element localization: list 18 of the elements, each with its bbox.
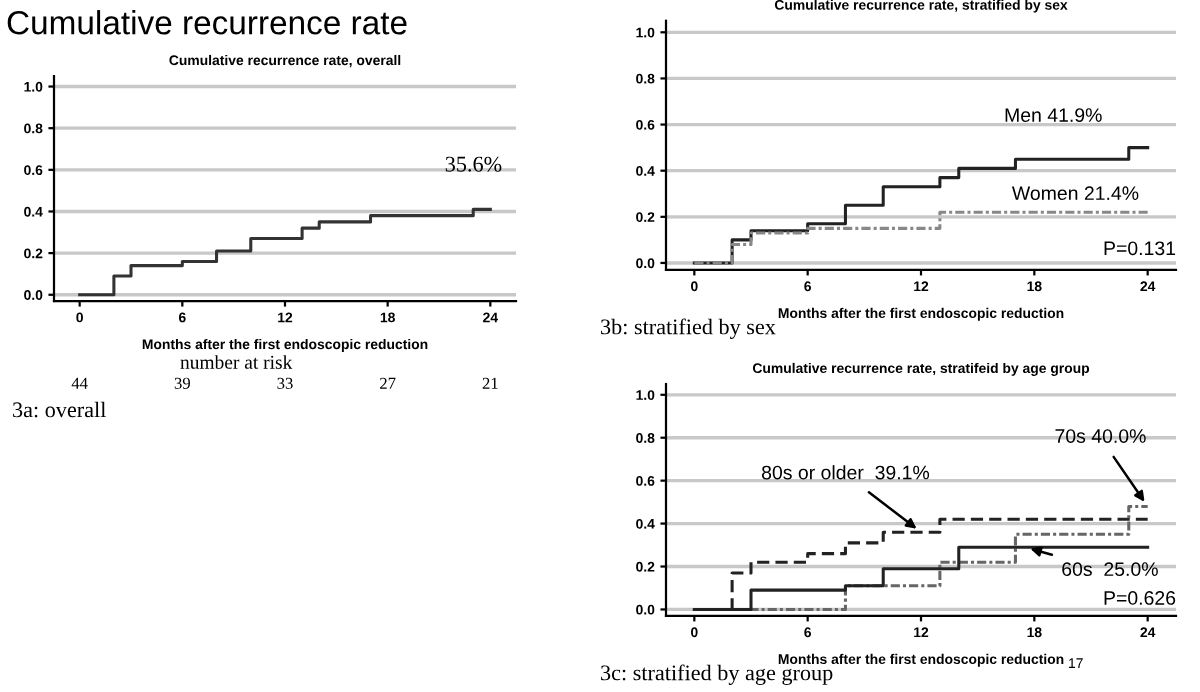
- annotation: 80s or older 39.1%: [761, 465, 930, 480]
- text: Cumulative recurrence rate: [7, 10, 407, 35]
- text: 33: [277, 377, 293, 389]
- text: 21: [482, 377, 498, 389]
- annotation: P=0.626: [1104, 591, 1176, 605]
- annotation: Men 41.9%: [1005, 108, 1102, 122]
- annotation: Women 21.4%: [1011, 186, 1139, 201]
- text: 3c: stratified by age group: [601, 664, 833, 685]
- annotation: 70s 40.0%: [1055, 429, 1146, 443]
- text: 3b: stratified by sex: [601, 318, 776, 339]
- text: 27: [380, 377, 396, 389]
- text: 39: [174, 377, 190, 389]
- text: number at risk: [180, 355, 293, 369]
- annotation: 35.6%: [445, 156, 502, 172]
- text: 44: [71, 377, 88, 389]
- annotation: P=0.131: [1104, 241, 1176, 256]
- annotation: 60s 25.0%: [1062, 562, 1158, 577]
- text: 3a: overall: [13, 401, 106, 418]
